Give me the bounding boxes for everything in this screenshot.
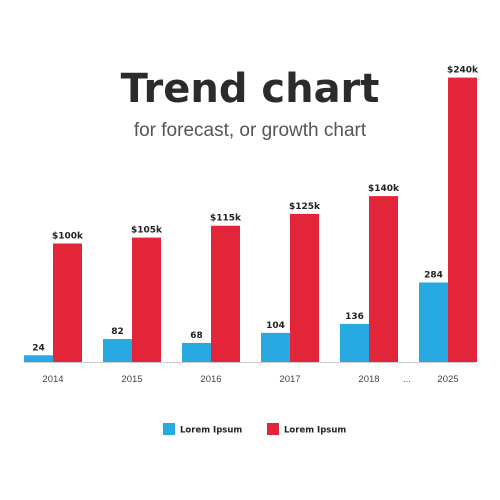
data-label-red-2017: $125k — [289, 202, 321, 212]
bar-red-2018 — [369, 196, 398, 362]
chart-subtitle: for forecast, or growth chart — [134, 120, 367, 141]
bar-group: 24 $100k 82 $105k 68 $115k 104 $125k 136 $140k 284… — [24, 66, 479, 362]
bar-blue-2015 — [103, 339, 132, 362]
legend-label-red: Lorem Ipsum — [284, 426, 346, 436]
bar-blue-2014 — [24, 355, 53, 362]
data-label-blue-2015: 82 — [111, 327, 124, 337]
bar-blue-2016 — [182, 342, 211, 362]
data-label-blue-2014: 24 — [32, 343, 45, 353]
tick-label-2025: 2025 — [437, 374, 458, 385]
tick-label-2015: 2015 — [121, 374, 142, 385]
bar-red-2017 — [290, 213, 319, 362]
legend-swatch-blue — [163, 423, 175, 435]
bar-blue-2017 — [261, 332, 290, 362]
tick-label-2017: 2017 — [279, 374, 300, 385]
data-label-blue-2025: 284 — [424, 270, 443, 280]
tick-label-2016: 2016 — [200, 374, 221, 385]
data-label-red-2014: $100k — [52, 232, 84, 242]
bar-red-2015 — [132, 237, 161, 362]
data-label-blue-2016: 68 — [190, 331, 203, 341]
data-label-red-2016: $115k — [210, 214, 242, 224]
data-label-red-2018: $140k — [368, 184, 400, 194]
data-label-blue-2018: 136 — [345, 312, 364, 322]
bar-blue-2025 — [419, 282, 448, 362]
legend-label-blue: Lorem Ipsum — [180, 426, 242, 436]
tick-label-2014: 2014 — [42, 374, 63, 385]
axis-gap-ellipsis: ... — [403, 374, 411, 385]
bar-red-2016 — [211, 225, 240, 362]
bar-blue-2018 — [340, 323, 369, 362]
data-label-red-2015: $105k — [131, 226, 163, 236]
data-label-red-2025: $240k — [447, 66, 479, 76]
legend: Lorem Ipsum Lorem Ipsum — [163, 423, 346, 436]
chart-title: Trend chart — [121, 66, 380, 112]
x-axis-ticks: 2014 2015 2016 2017 2018 2025 — [42, 374, 458, 385]
bar-red-2014 — [53, 243, 82, 362]
tick-label-2018: 2018 — [358, 374, 379, 385]
bar-red-2025 — [448, 77, 477, 362]
legend-swatch-red — [267, 423, 279, 435]
data-label-blue-2017: 104 — [266, 321, 285, 331]
